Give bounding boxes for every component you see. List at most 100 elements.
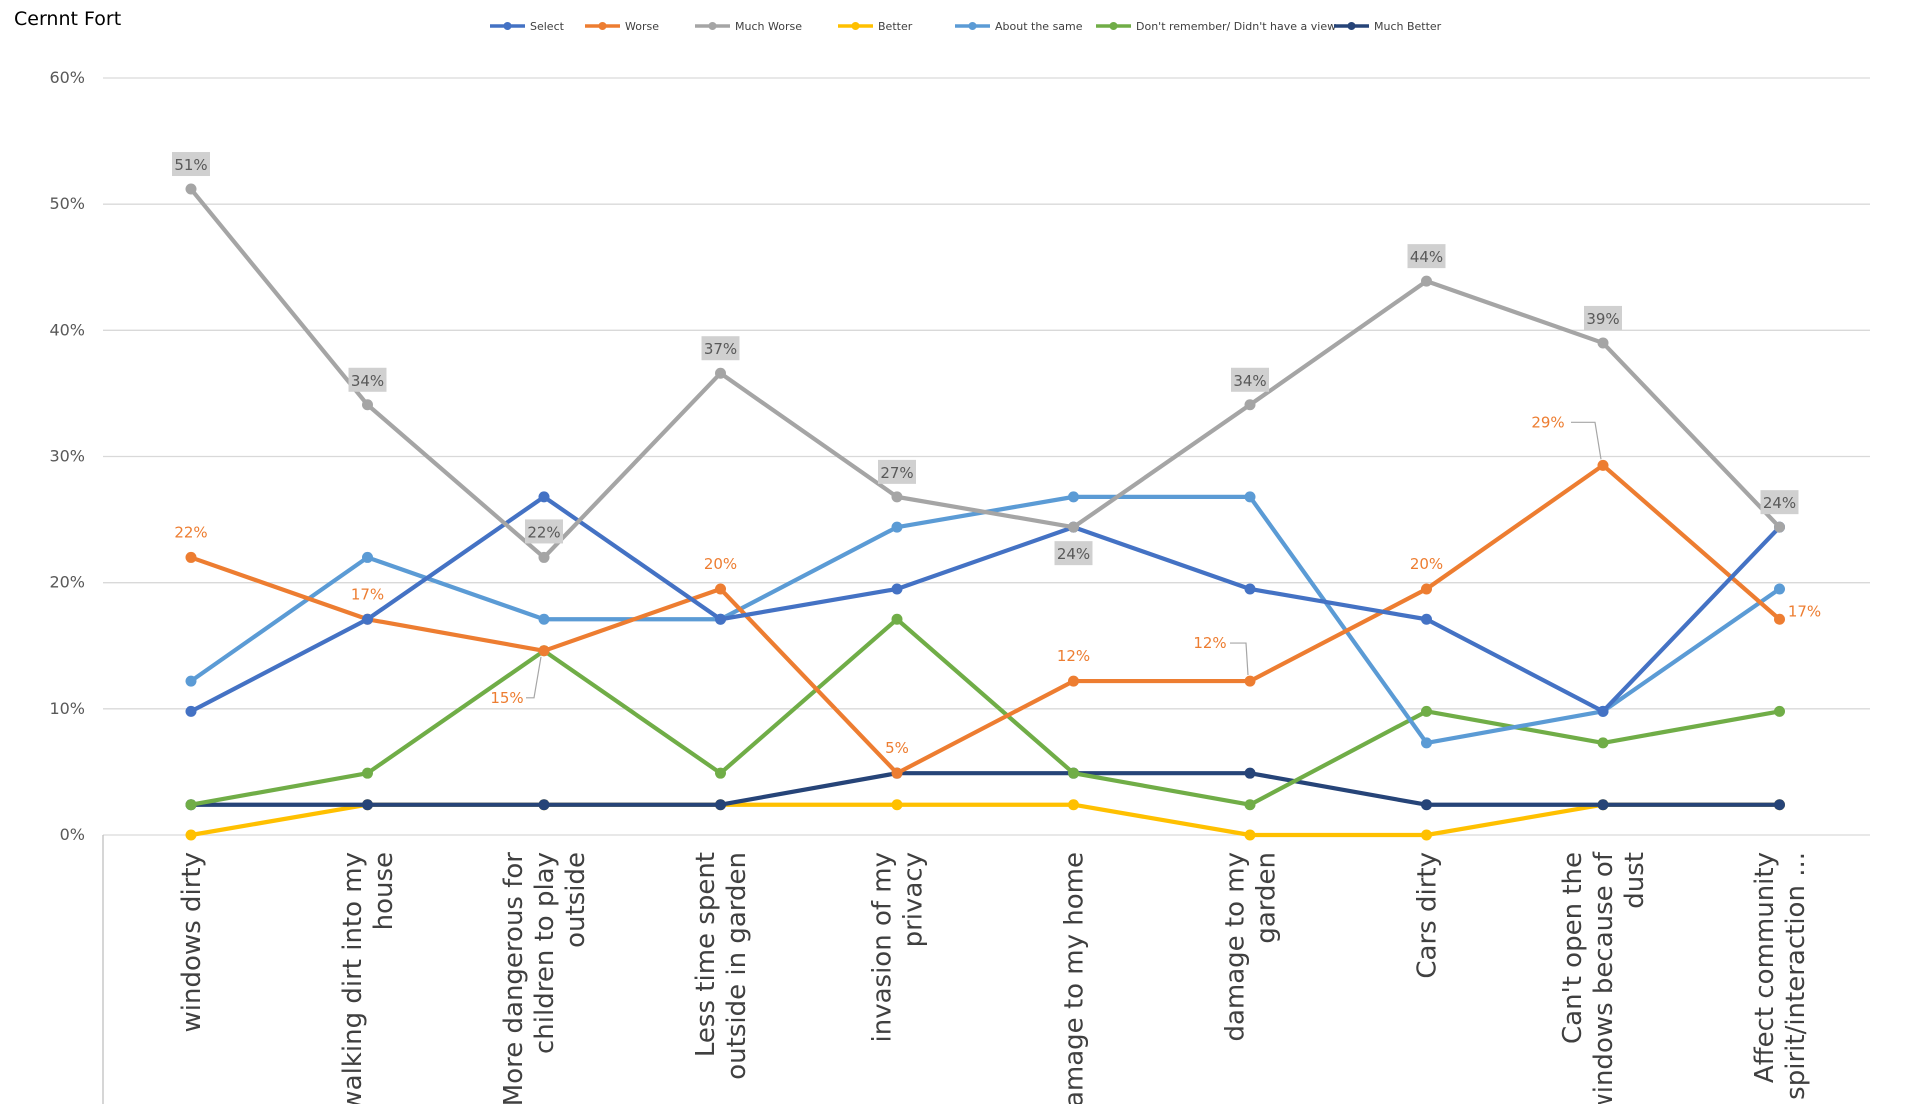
x-tick-label: Cars dirty (1413, 852, 1443, 979)
series-line (189, 187, 1782, 560)
data-label: 34% (351, 372, 384, 390)
data-label: 29% (1531, 413, 1564, 431)
legend-marker (598, 22, 607, 30)
data-label: 22% (527, 523, 560, 541)
x-tick-label-line: Cars dirty (1413, 852, 1443, 979)
series-don-t-remember-didn-t-have-a-view (185, 613, 1785, 811)
data-label: 51% (174, 156, 207, 174)
x-tick-label: damage to mygarden (1221, 852, 1282, 1042)
series-much-worse (185, 183, 1785, 563)
series-line (190, 617, 1780, 807)
y-tick-label: 50% (49, 194, 85, 213)
data-point (715, 799, 726, 811)
x-tick-label-line: More dangerous for (499, 852, 529, 1104)
data-point (1244, 829, 1256, 841)
data-label: 17% (1788, 602, 1821, 620)
x-tick-label-line: Affect community (1750, 852, 1780, 1083)
data-label: 12% (1193, 634, 1226, 652)
series-line (191, 771, 1780, 807)
data-point (715, 367, 726, 379)
legend-item: About the same (955, 20, 1083, 33)
data-point (1244, 399, 1256, 411)
x-tick-label-line: outside (561, 852, 591, 948)
data-point (1774, 799, 1785, 811)
series-line (189, 494, 1781, 745)
data-label: 24% (1763, 494, 1796, 512)
data-point (891, 613, 903, 625)
x-tick-label-line: house (369, 852, 399, 930)
data-label: 12% (1057, 647, 1090, 665)
data-label: 34% (1233, 372, 1266, 390)
x-tick-label-line: children to play (530, 852, 560, 1054)
data-point (1421, 613, 1432, 625)
data-label-box (172, 152, 210, 177)
data-label: 27% (880, 464, 913, 482)
data-point (1068, 491, 1079, 503)
data-point (538, 491, 550, 503)
data-point (185, 551, 197, 563)
x-tick-label-line: invasion of my (868, 852, 898, 1042)
data-point (1421, 583, 1432, 595)
legend-label: Much Better (1374, 20, 1442, 33)
data-label: 20% (704, 555, 737, 573)
data-label: 22% (174, 523, 207, 541)
legend-label: Better (878, 20, 913, 33)
legend-marker (1347, 22, 1356, 30)
data-point (362, 799, 373, 811)
data-point (1421, 705, 1432, 717)
data-point (715, 583, 726, 595)
legend-item: Better (838, 20, 913, 33)
data-point (1068, 675, 1079, 687)
data-label: 17% (351, 585, 384, 603)
data-label-box (348, 367, 387, 392)
y-axis: 0% 10% 20% 30% 40% 50% 60% (49, 68, 85, 844)
chart-title: Cernnt Fort (14, 8, 122, 30)
data-point (891, 491, 903, 503)
data-point (1597, 337, 1609, 349)
series-select (185, 491, 1785, 717)
data-label-box (1407, 244, 1446, 269)
data-label-box (701, 336, 740, 361)
data-point (1774, 583, 1785, 595)
x-tick-label-line: windows dirty (177, 852, 207, 1032)
data-point (891, 583, 903, 595)
data-point (185, 829, 197, 841)
data-label: 5% (885, 739, 909, 757)
data-point (715, 767, 726, 779)
data-point (538, 613, 550, 625)
data-point (185, 183, 197, 195)
series-lines (185, 183, 1785, 841)
x-tick-label-line: Can't open the (1558, 852, 1588, 1044)
legend-item: Select (490, 20, 565, 33)
x-tick-label: damage to my home (1060, 852, 1090, 1104)
data-point (1597, 799, 1609, 811)
leader-line (526, 656, 542, 699)
x-tick-label: invasion of myprivacy (868, 852, 929, 1042)
leader-line (1230, 642, 1249, 676)
x-axis: windows dirty walking dirt into myhouse Mo… (102, 834, 1870, 1104)
data-point (1244, 583, 1256, 595)
data-point (362, 551, 373, 563)
data-point (185, 675, 197, 687)
data-point (1421, 829, 1432, 841)
data-point (1774, 705, 1785, 717)
data-point (538, 799, 550, 811)
data-point (1068, 767, 1079, 779)
data-label: 20% (1410, 555, 1443, 573)
gridlines (103, 77, 1870, 710)
data-labels: 51% 34% 22% 37% 27% 24% 34% 44% 39% 24% 22% 17% 15% 2… (172, 152, 1821, 757)
data-point (1421, 799, 1432, 811)
x-tick-label: More dangerous forchildren to playoutsid… (499, 852, 591, 1104)
x-tick-label: windows dirty (177, 852, 207, 1032)
data-point (891, 799, 903, 811)
data-point (185, 799, 197, 811)
legend-item: Much Worse (695, 20, 802, 33)
y-tick-label: 20% (49, 573, 85, 592)
data-point (1774, 613, 1785, 625)
data-point (185, 705, 197, 717)
data-label-box (1054, 541, 1093, 566)
data-point (1244, 799, 1256, 811)
x-tick-label: Can't open thewindows because ofdust (1558, 851, 1650, 1104)
x-tick-label-line: dust (1620, 852, 1650, 909)
data-point (1244, 491, 1256, 503)
